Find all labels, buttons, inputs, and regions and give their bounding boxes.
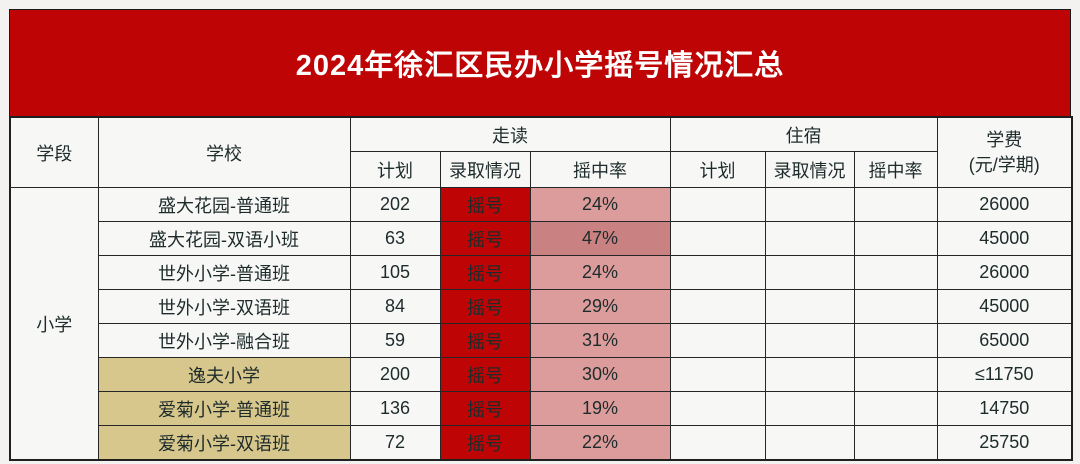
cell-boarding-plan	[669, 221, 766, 256]
header-stage: 学段	[9, 116, 99, 188]
cell-day-admission: 摇号	[439, 221, 531, 256]
cell-boarding-rate	[853, 289, 938, 324]
cell-day-plan: 59	[349, 323, 441, 358]
cell-day-admission: 摇号	[439, 255, 531, 290]
cell-boarding-plan	[669, 323, 766, 358]
cell-school: 世外小学-双语班	[97, 289, 351, 324]
table-row: 盛大花园-双语小班 63 摇号 47% 45000	[10, 221, 1073, 256]
cell-tuition: 26000	[936, 255, 1073, 290]
header-day-admission: 录取情况	[439, 151, 531, 188]
cell-tuition: 14750	[936, 391, 1073, 426]
page-title: 2024年徐汇区民办小学摇号情况汇总	[295, 50, 785, 82]
cell-day-rate: 31%	[529, 323, 671, 358]
header-row-sub: 计划 录取情况 摇中率 计划 录取情况 摇中率	[10, 151, 1072, 188]
cell-boarding-plan	[669, 289, 766, 324]
lottery-summary-table: 学段 学校 走读 住宿 学费 (元/学期) 计划 录取情况 摇中率 计划 录取情…	[9, 116, 1074, 461]
cell-day-rate: 29%	[529, 289, 671, 324]
cell-school: 盛大花园-双语小班	[97, 221, 351, 256]
title-banner: 2024年徐汇区民办小学摇号情况汇总	[9, 9, 1071, 117]
cell-boarding-plan	[669, 391, 766, 426]
table-row: 逸夫小学 200 摇号 30% ≤11750	[10, 357, 1073, 392]
cell-tuition: 45000	[936, 221, 1073, 256]
table-row: 世外小学-普通班 105 摇号 24% 26000	[10, 255, 1073, 290]
cell-school: 盛大花园-普通班	[97, 187, 351, 222]
cell-boarding-admission	[764, 187, 855, 222]
header-row-groups: 学段 学校 走读 住宿 学费 (元/学期)	[9, 116, 1073, 188]
cell-tuition: 45000	[936, 289, 1073, 324]
cell-boarding-admission	[764, 425, 855, 461]
cell-day-admission: 摇号	[439, 391, 531, 426]
header-group-boarding: 住宿	[669, 116, 938, 152]
header-tuition-line2: (元/学期)	[968, 154, 1040, 175]
cell-school: 爱菊小学-普通班	[97, 391, 351, 426]
cell-boarding-admission	[764, 357, 855, 392]
header-boarding-admission: 录取情况	[764, 151, 855, 188]
table-row: 世外小学-双语班 84 摇号 29% 45000	[10, 289, 1073, 324]
cell-boarding-admission	[764, 221, 855, 256]
cell-boarding-admission	[764, 289, 855, 324]
cell-day-admission: 摇号	[439, 323, 531, 358]
cell-day-rate: 30%	[529, 357, 671, 392]
table-row: 小学 盛大花园-普通班 202 摇号 24% 26000	[9, 187, 1073, 461]
cell-day-admission: 摇号	[439, 187, 531, 222]
cell-school: 世外小学-融合班	[97, 323, 351, 358]
cell-tuition: 65000	[936, 323, 1073, 358]
cell-boarding-plan	[669, 255, 766, 290]
cell-school: 爱菊小学-双语班	[97, 425, 351, 461]
cell-boarding-plan	[669, 357, 766, 392]
cell-boarding-admission	[764, 323, 855, 358]
header-tuition: 学费 (元/学期)	[936, 116, 1073, 188]
cell-boarding-plan	[669, 425, 766, 461]
cell-day-admission: 摇号	[439, 289, 531, 324]
cell-day-plan: 200	[349, 357, 441, 392]
cell-day-plan: 72	[349, 425, 441, 461]
cell-day-rate: 19%	[529, 391, 671, 426]
cell-day-rate: 22%	[529, 425, 671, 461]
cell-boarding-rate	[853, 391, 938, 426]
header-day-plan: 计划	[349, 151, 441, 188]
cell-boarding-rate	[853, 221, 938, 256]
cell-stage: 小学	[9, 187, 99, 461]
cell-day-admission: 摇号	[439, 357, 531, 392]
cell-tuition: 26000	[936, 187, 1073, 222]
table-row: 爱菊小学-普通班 136 摇号 19% 14750	[10, 391, 1073, 426]
cell-day-rate: 24%	[529, 187, 671, 222]
table-row: 世外小学-融合班 59 摇号 31% 65000	[10, 323, 1073, 358]
cell-boarding-rate	[853, 323, 938, 358]
header-tuition-line1: 学费	[986, 130, 1023, 151]
header-day-rate: 摇中率	[529, 151, 671, 188]
cell-day-plan: 136	[349, 391, 441, 426]
header-boarding-rate: 摇中率	[853, 151, 938, 188]
cell-boarding-admission	[764, 255, 855, 290]
cell-tuition: 25750	[936, 425, 1073, 461]
cell-day-plan: 202	[349, 187, 441, 222]
cell-day-plan: 84	[349, 289, 441, 324]
header-group-day: 走读	[349, 116, 671, 152]
cell-boarding-rate	[853, 187, 938, 222]
cell-school: 逸夫小学	[97, 357, 351, 392]
header-school: 学校	[97, 116, 351, 188]
cell-day-plan: 105	[349, 255, 441, 290]
cell-boarding-rate	[853, 425, 938, 461]
cell-school: 世外小学-普通班	[97, 255, 351, 290]
cell-day-admission: 摇号	[439, 425, 531, 461]
cell-day-rate: 47%	[529, 221, 671, 256]
cell-boarding-plan	[669, 187, 766, 222]
header-boarding-plan: 计划	[669, 151, 766, 188]
cell-boarding-rate	[853, 357, 938, 392]
cell-boarding-rate	[853, 255, 938, 290]
cell-day-rate: 24%	[529, 255, 671, 290]
cell-boarding-admission	[764, 391, 855, 426]
cell-day-plan: 63	[349, 221, 441, 256]
table-row: 爱菊小学-双语班 72 摇号 22% 25750	[10, 425, 1073, 461]
cell-tuition: ≤11750	[936, 357, 1073, 392]
